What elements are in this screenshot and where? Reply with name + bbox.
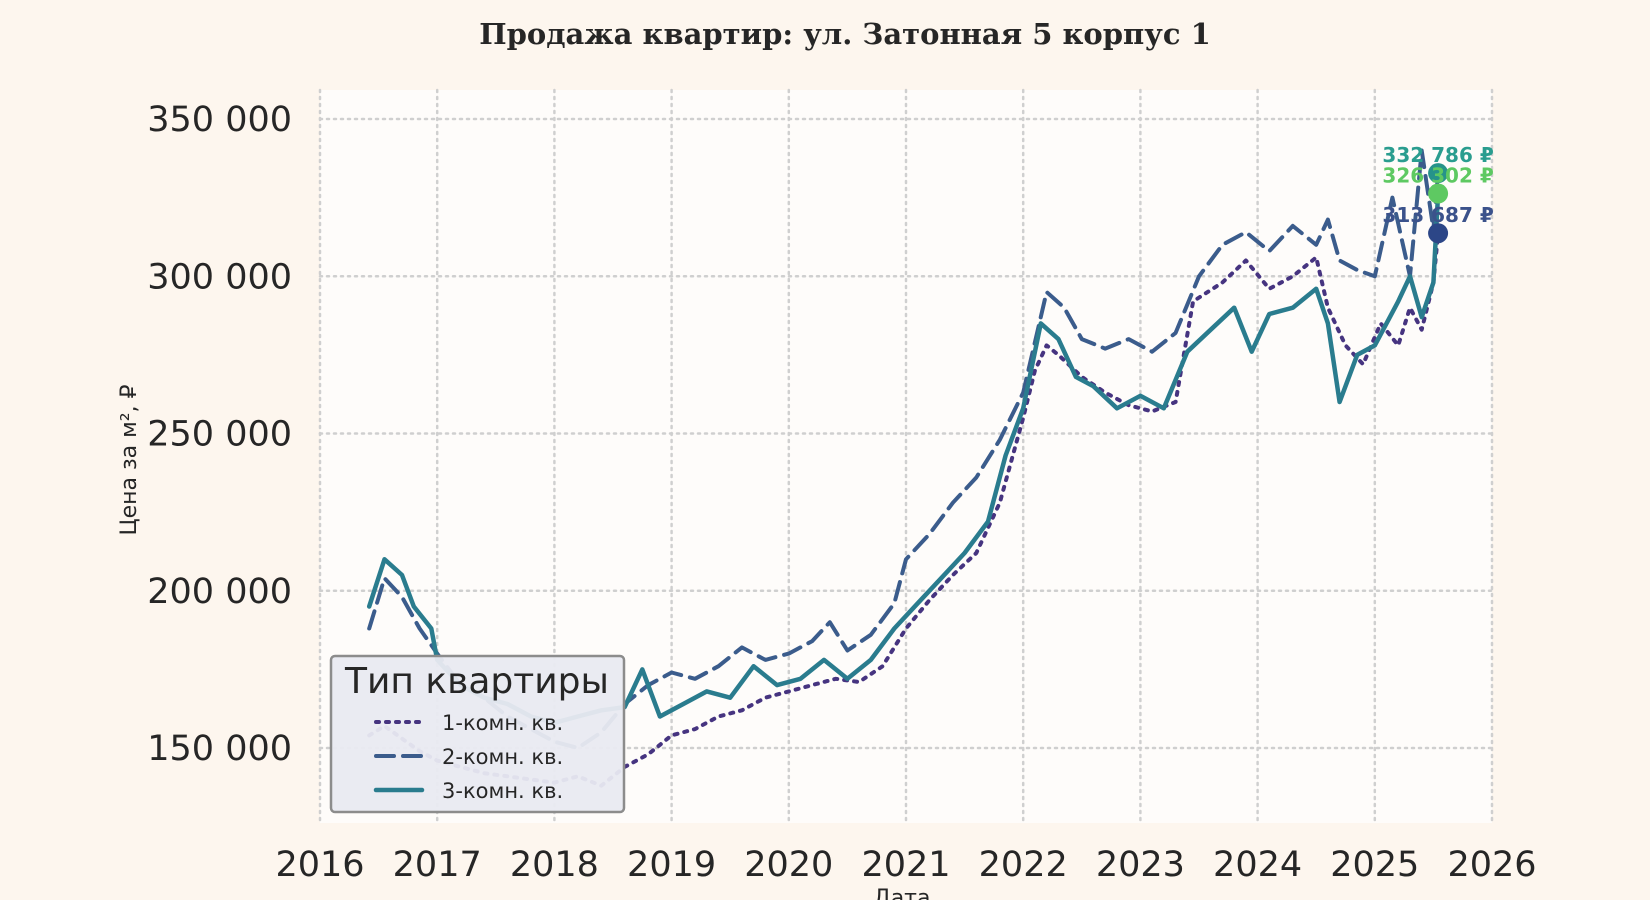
x-tick-label: 2017: [393, 845, 482, 885]
endpoint-label-3: 313 687 ₽: [1382, 203, 1493, 227]
x-tick-label: 2016: [275, 845, 364, 885]
x-axis-label: Дата: [874, 886, 931, 900]
y-tick-label: 300 000: [147, 257, 292, 297]
x-tick-label: 2020: [744, 845, 833, 885]
endpoint-marker-3: [1428, 223, 1449, 244]
legend-label-1: 1-комн. кв.: [442, 711, 563, 735]
endpoint-label-2: 326 302 ₽: [1382, 164, 1493, 188]
x-tick-label: 2021: [861, 845, 950, 885]
x-tick-label: 2026: [1447, 845, 1536, 885]
legend-box: [329, 654, 626, 814]
endpoint-marker-1: [1428, 163, 1449, 184]
endpoint-label-1: 332 786 ₽: [1382, 143, 1493, 167]
chart-title: Продажа квартир: ул. Затонная 5 корпус 1: [479, 17, 1211, 51]
y-tick-label: 150 000: [147, 729, 292, 769]
legend-items: 1-комн. кв. 2-комн. кв. 3-комн. кв.: [373, 711, 563, 803]
x-tick-label: 2024: [1213, 845, 1302, 885]
x-tick-label: 2025: [1330, 845, 1419, 885]
legend-title: Тип квартиры: [344, 661, 609, 702]
y-tick-labels: 150 000 200 000 250 000 300 000 350 000: [147, 100, 292, 769]
legend: Тип квартиры 1-комн. кв. 2-комн. кв. 3-ком…: [329, 654, 626, 814]
legend-label-2: 2-комн. кв.: [442, 745, 563, 769]
x-tick-labels: 2016 2017 2018 2019 2020 2021 2022 2023 2024 2025…: [275, 845, 1536, 885]
endpoint-marker-2: [1428, 183, 1449, 204]
annotations-group: 332 786 ₽326 302 ₽ 313 687 ₽: [1382, 143, 1494, 244]
x-tick-label: 2023: [1096, 845, 1185, 885]
legend-label-3: 3-комн. кв.: [442, 779, 563, 803]
y-tick-label: 250 000: [147, 415, 292, 455]
y-axis-label: Цена за м², ₽: [117, 384, 142, 535]
x-tick-label: 2022: [979, 845, 1068, 885]
x-tick-label: 2019: [627, 845, 716, 885]
y-tick-label: 200 000: [147, 572, 292, 612]
grid: [318, 88, 1494, 825]
y-tick-label: 350 000: [147, 100, 292, 140]
x-tick-label: 2018: [510, 845, 599, 885]
